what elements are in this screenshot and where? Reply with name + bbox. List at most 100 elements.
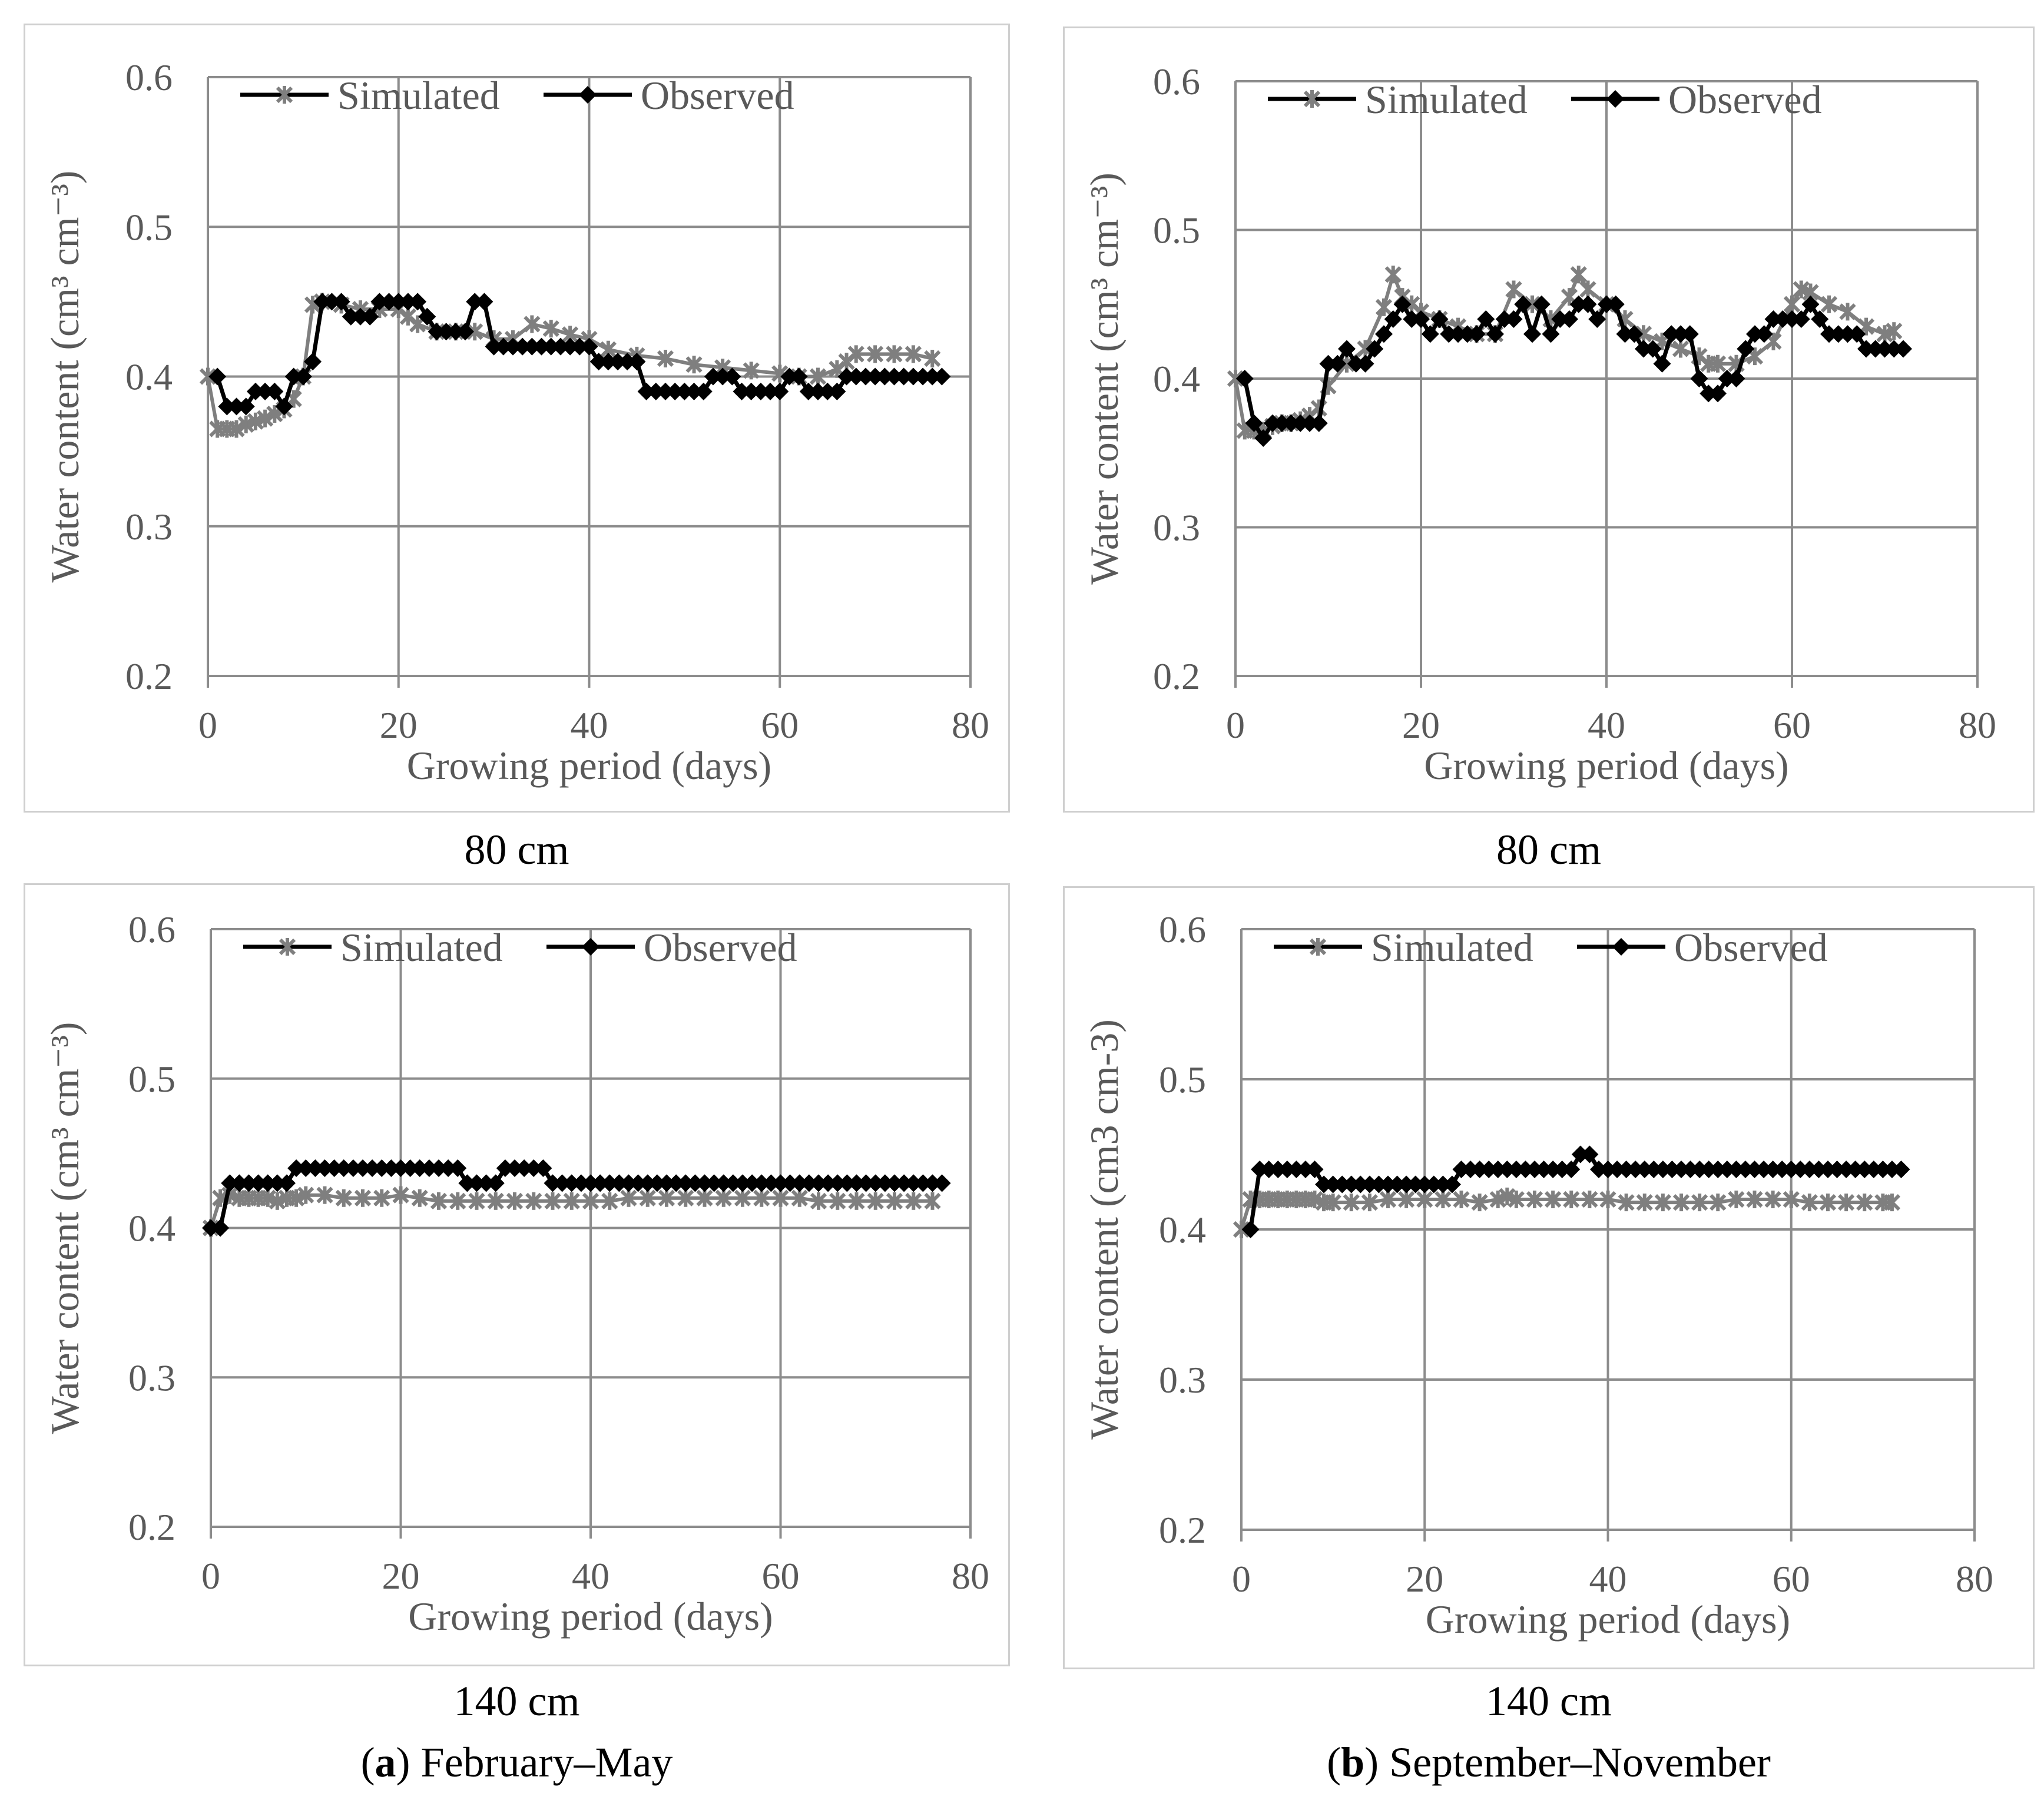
simulated-point xyxy=(1306,1191,1323,1208)
group-label-b: (b) September–November xyxy=(1327,1739,1771,1786)
x-tick-label: 60 xyxy=(1773,704,1811,746)
observed-point xyxy=(1782,1161,1800,1178)
caption-bottom-left: 140 cm xyxy=(453,1678,580,1725)
observed-point xyxy=(790,1174,809,1192)
observed-point xyxy=(1792,310,1810,328)
observed-point xyxy=(534,1159,552,1177)
x-tick-label: 40 xyxy=(1588,704,1625,746)
observed-point xyxy=(1737,340,1755,358)
simulated-point xyxy=(1839,303,1856,321)
observed-point xyxy=(392,1159,410,1177)
observed-point xyxy=(1625,325,1644,343)
chart-top-left: 0.2 0.3 0.4 0.5 0.6 0 20 40 60 80 Growing period (… xyxy=(42,57,989,788)
observed-point xyxy=(1458,325,1476,343)
simulated-point xyxy=(1793,280,1810,299)
observed-point xyxy=(638,1174,657,1192)
observed-point xyxy=(1412,310,1430,328)
observed-point xyxy=(211,1219,230,1237)
x-tick-label: 0 xyxy=(1226,704,1245,746)
observed-point xyxy=(485,337,503,356)
observed-point xyxy=(1672,1161,1690,1178)
observed-point xyxy=(1356,354,1374,373)
observed-point xyxy=(354,1159,372,1177)
observed-point xyxy=(1681,325,1699,343)
y-tick-label: 0.6 xyxy=(1153,61,1200,102)
observed-point xyxy=(714,367,732,386)
observed-point xyxy=(477,1174,495,1192)
observed-point xyxy=(323,293,341,311)
observed-point xyxy=(1535,1161,1553,1178)
observed-point xyxy=(895,367,913,386)
observed-point xyxy=(1480,1161,1498,1178)
observed-point xyxy=(799,382,817,400)
simulated-point xyxy=(247,412,264,430)
observed-point xyxy=(514,337,532,356)
observed-point xyxy=(800,1174,818,1192)
observed-point xyxy=(1342,1175,1360,1194)
observed-point xyxy=(876,1174,894,1192)
simulated-point xyxy=(886,1192,903,1210)
observed-point xyxy=(1608,1161,1626,1178)
simulated-point xyxy=(1783,295,1801,313)
observed-point xyxy=(1644,340,1662,358)
x-axis-title: Growing period (days) xyxy=(407,743,771,788)
simulated-point xyxy=(1672,340,1689,358)
group-letter-b: b xyxy=(1341,1739,1365,1786)
observed-point xyxy=(856,367,874,386)
observed-point xyxy=(1245,414,1263,432)
simulated-point xyxy=(924,1192,941,1210)
observed-point xyxy=(1516,1161,1535,1178)
observed-point xyxy=(1829,325,1847,343)
observed-point xyxy=(278,1174,296,1192)
observed-point xyxy=(1406,1175,1424,1194)
simulated-point xyxy=(1361,1194,1378,1212)
observed-point xyxy=(266,382,284,400)
observed-point xyxy=(221,1174,239,1192)
simulated-point xyxy=(1324,1194,1341,1212)
observed-point xyxy=(838,1174,856,1192)
observed-point xyxy=(1319,354,1337,373)
y-axis-title: Water content (cm³ cm⁻³) xyxy=(42,1022,87,1434)
simulated-point xyxy=(1783,1191,1800,1208)
observed-point xyxy=(837,367,856,386)
observed-point xyxy=(1514,295,1532,313)
observed-point xyxy=(1440,325,1458,343)
chart-panel-top-right: 0.2 0.3 0.4 0.5 0.6 0 20 40 60 80 Growing period (… xyxy=(1063,26,2035,813)
observed-point xyxy=(780,367,799,386)
observed-point xyxy=(571,337,589,356)
observed-point xyxy=(1811,310,1829,328)
observed-point xyxy=(905,1174,923,1192)
observed-point xyxy=(446,323,465,341)
observed-point xyxy=(1874,1161,1892,1178)
simulated-point xyxy=(1876,325,1893,343)
simulated-point xyxy=(1435,1191,1452,1208)
observed-point xyxy=(409,293,427,311)
simulated-point xyxy=(542,320,559,338)
y-tick-label: 0.4 xyxy=(128,1208,175,1249)
observed-point xyxy=(647,382,665,400)
observed-point xyxy=(1324,1175,1342,1194)
observed-point xyxy=(504,337,522,356)
y-tick-label: 0.5 xyxy=(1153,210,1200,251)
observed-point xyxy=(1430,310,1449,328)
observed-point xyxy=(1532,295,1551,313)
observed-point xyxy=(620,1174,638,1192)
observed-point xyxy=(658,1174,675,1192)
legend-observed-label: Observed xyxy=(1668,77,1822,122)
observed-point xyxy=(1505,310,1523,328)
simulated-point xyxy=(1709,354,1727,373)
simulated-point xyxy=(658,1189,675,1207)
observed-point xyxy=(268,1174,286,1192)
observed-point xyxy=(819,1174,837,1192)
observed-point xyxy=(553,1174,571,1192)
observed-point xyxy=(1581,1145,1599,1163)
simulated-point xyxy=(1886,322,1903,340)
observed-point xyxy=(486,1174,505,1192)
simulated-point xyxy=(905,345,922,363)
observed-point xyxy=(762,1174,780,1192)
y-tick-label: 0.6 xyxy=(125,57,173,98)
x-tick-label: 20 xyxy=(382,1555,420,1597)
observed-point xyxy=(515,1159,534,1177)
group-text-a: February–May xyxy=(410,1739,673,1786)
simulated-point xyxy=(1526,1191,1543,1208)
